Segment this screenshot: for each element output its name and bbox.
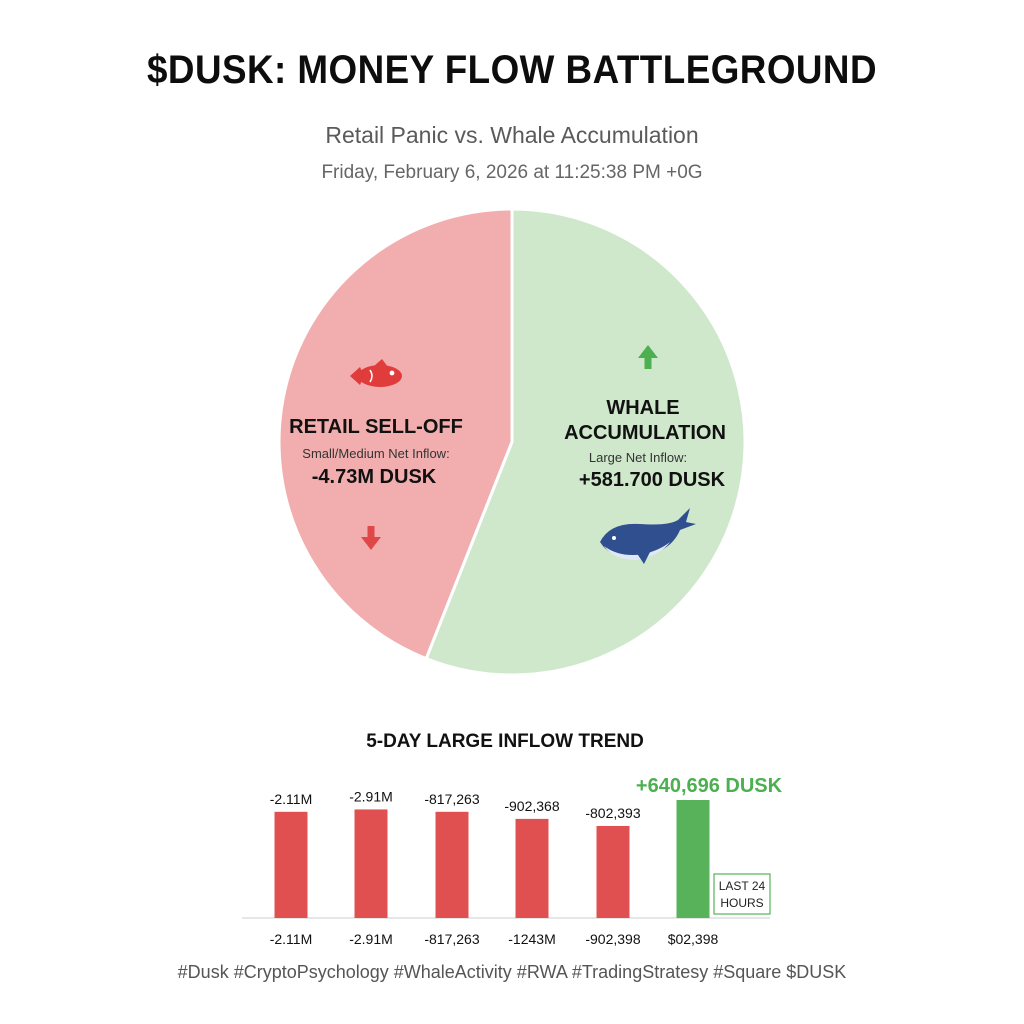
bar-chart: LAST 24 HOURS -2.11M -2.11M -2.91M -2.91M -8…	[242, 775, 783, 947]
fish-icon	[350, 359, 402, 387]
annotation-line2: HOURS	[720, 896, 763, 910]
chart-subtitle: Retail Panic vs. Whale Accumulation	[325, 122, 699, 148]
bar-category-label-1: -2.11M	[270, 931, 313, 947]
whale-sublabel: Large Net Inflow:	[589, 450, 687, 465]
pie-chart: RETAIL SELL-OFF Small/Medium Net Inflow:…	[277, 207, 747, 677]
bar-2	[354, 809, 388, 918]
bar-category-label-3: -817,263	[424, 931, 479, 947]
whale-heading-line2: ACCUMULATION	[564, 422, 726, 444]
annotation-line1: LAST 24	[719, 879, 766, 893]
bar-1	[274, 811, 308, 918]
retail-sublabel: Small/Medium Net Inflow:	[302, 446, 449, 461]
bar-4	[515, 818, 549, 918]
whale-heading-line1: WHALE	[606, 397, 679, 419]
bar-value-label-3: -817,263	[424, 791, 479, 807]
whale-value: +581.700 DUSK	[579, 469, 726, 491]
bar-category-label-6: $02,398	[668, 931, 719, 947]
pie-slice-whale	[424, 207, 747, 677]
bar-value-label-6: +640,696 DUSK	[636, 775, 783, 797]
retail-value: -4.73M DUSK	[312, 466, 437, 488]
bar-5	[596, 825, 630, 918]
bar-chart-title: 5-DAY LARGE INFLOW TREND	[366, 731, 644, 752]
timestamp: Friday, February 6, 2026 at 11:25:38 PM …	[321, 162, 703, 183]
whale-icon	[600, 508, 696, 564]
bar-value-label-2: -2.91M	[349, 788, 393, 804]
bar-category-label-2: -2.91M	[349, 931, 393, 947]
retail-heading: RETAIL SELL-OFF	[289, 416, 463, 438]
bar-3	[435, 811, 469, 918]
chart-title: $DUSK: MONEY FLOW BATTLEGROUND	[146, 48, 878, 92]
arrow-up-icon	[638, 345, 658, 369]
bar-value-label-4: -902,368	[504, 798, 559, 814]
arrow-down-icon	[361, 526, 381, 550]
bar-value-label-5: -802,393	[585, 805, 640, 821]
pie-slice-retail	[277, 207, 514, 661]
bar-6	[676, 800, 710, 918]
bar-category-label-5: -902,398	[585, 931, 640, 947]
hashtags: #Dusk #CryptoPsychology #WhaleActivity #…	[177, 962, 847, 982]
bar-category-label-4: -1243M	[508, 931, 555, 947]
last-24-hours-annotation: LAST 24 HOURS	[713, 873, 771, 915]
bar-value-label-1: -2.11M	[270, 791, 313, 807]
